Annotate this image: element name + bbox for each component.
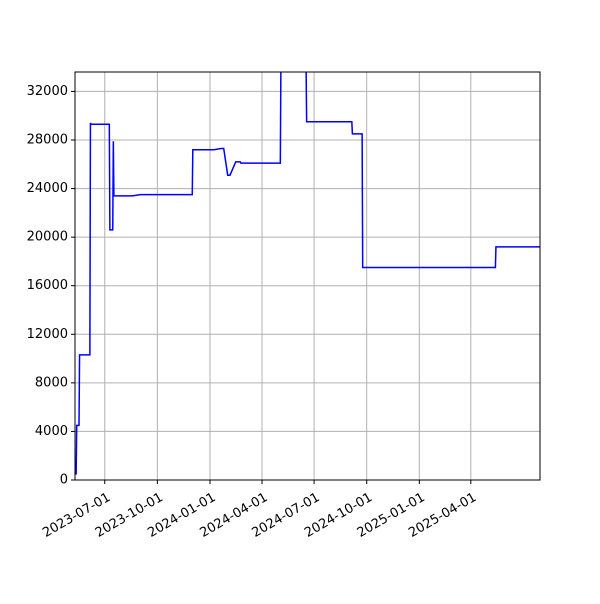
y-tick-label: 0 xyxy=(60,473,68,488)
y-tick-label: 8000 xyxy=(35,375,68,390)
series-layer xyxy=(75,72,540,475)
grid-lines xyxy=(75,72,540,481)
y-tick-label: 4000 xyxy=(35,424,68,439)
y-tick-label: 16000 xyxy=(27,278,68,293)
y-axis: 0 4000 8000 12000 16000 20000 24000 28000 32000 xyxy=(27,84,75,488)
y-tick-label: 12000 xyxy=(27,327,68,342)
y-tick-label: 28000 xyxy=(27,133,68,148)
series-line xyxy=(75,72,540,475)
plot-area-frame xyxy=(74,71,541,481)
x-axis: 2023-07-012023-10-012024-01-012024-04-01… xyxy=(40,480,479,541)
y-tick-label: 24000 xyxy=(27,181,68,196)
y-tick-label: 32000 xyxy=(27,84,68,99)
y-tick-label: 20000 xyxy=(27,230,68,245)
